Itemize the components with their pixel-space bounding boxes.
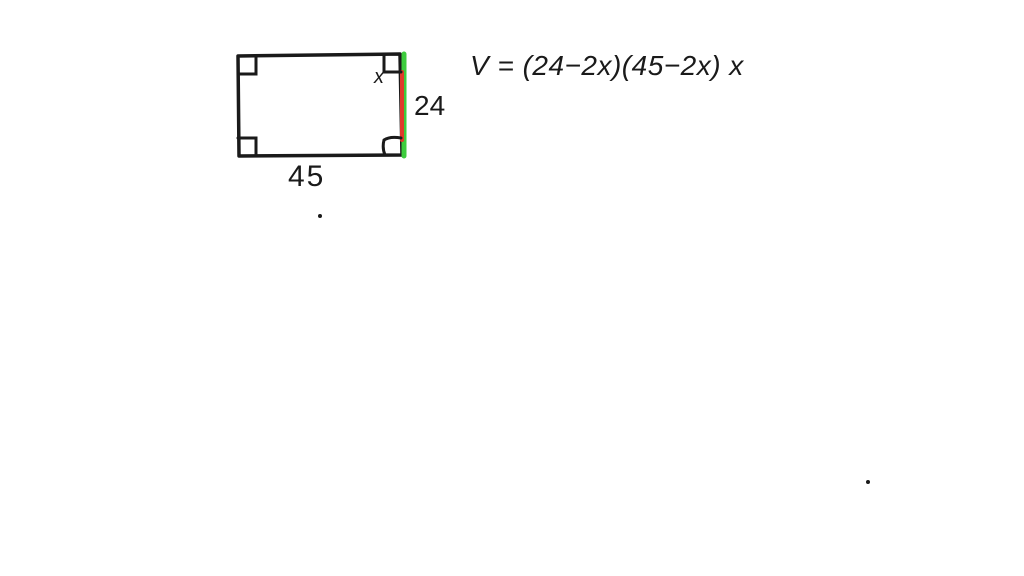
corner-cut-br [383, 137, 401, 155]
stray-dot [866, 480, 870, 484]
label-x: x [374, 66, 384, 89]
stray-dot [318, 214, 322, 218]
drawing-canvas: x 24 45 V = (24−2x)(45−2x) x [0, 0, 1024, 576]
volume-equation: V = (24−2x)(45−2x) x [470, 50, 744, 82]
label-45: 45 [288, 160, 325, 194]
box-diagram [0, 0, 1024, 576]
corner-cut-tl [238, 56, 256, 74]
label-24: 24 [414, 90, 445, 122]
